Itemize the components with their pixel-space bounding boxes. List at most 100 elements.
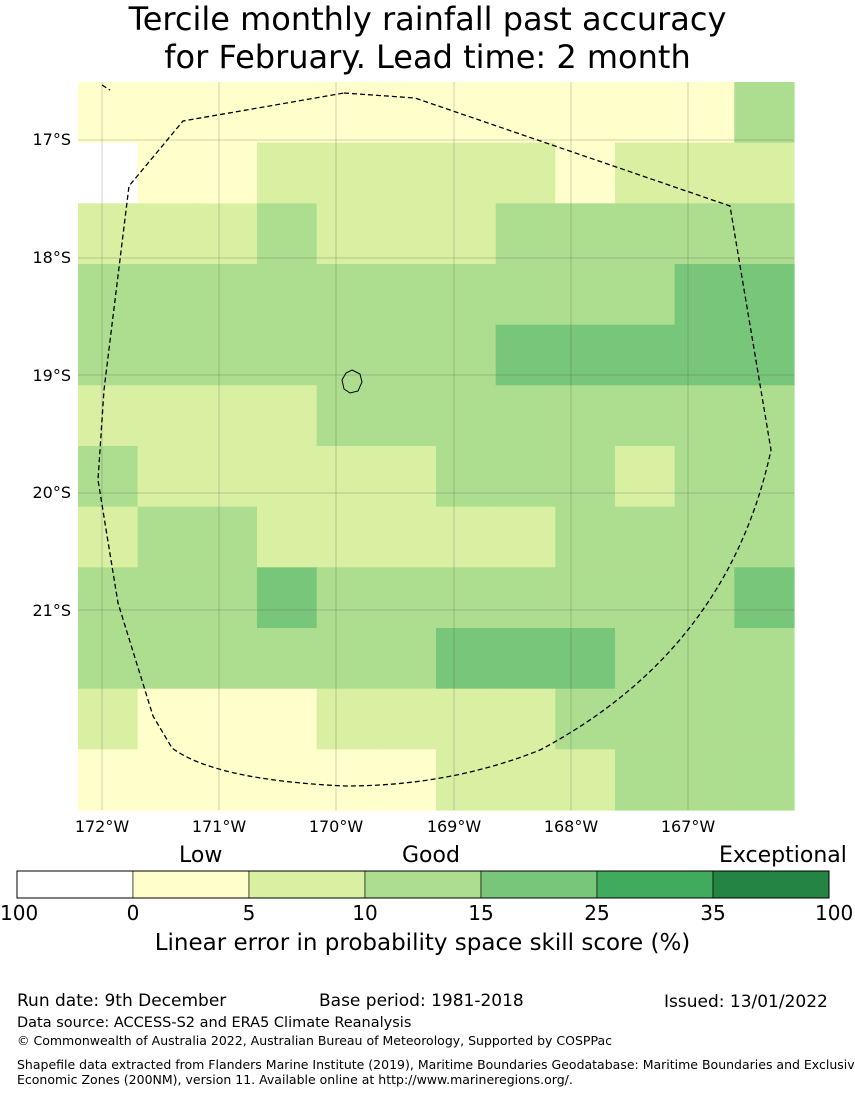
chart-title: Tercile monthly rainfall past accuracy f…: [0, 0, 855, 76]
colorbar-segment: [712, 870, 830, 899]
grid-cell: [197, 324, 258, 386]
colorbar: [16, 870, 830, 899]
grid-cell: [376, 567, 437, 629]
grid-cell: [555, 82, 616, 144]
grid-cell: [197, 628, 258, 690]
skill-grid: [78, 82, 795, 811]
grid-cell: [674, 688, 735, 750]
grid-cell: [495, 749, 556, 811]
grid-cell: [78, 82, 139, 144]
grid-cell: [257, 446, 318, 508]
grid-cell: [137, 628, 198, 690]
grid-cell: [197, 203, 258, 265]
grid-cell: [555, 385, 616, 447]
grid-cell: [734, 506, 795, 568]
shapefile-credit-line-1: Shapefile data extracted from Flanders M…: [17, 1057, 855, 1072]
grid-cell: [376, 446, 437, 508]
grid-cell: [78, 203, 139, 265]
colorbar-segment: [480, 870, 598, 899]
colorbar-tick-2: 5: [242, 901, 256, 925]
grid-cell: [555, 203, 616, 265]
grid-cell: [316, 142, 377, 204]
grid-cell: [436, 324, 497, 386]
issued-date: Issued: 13/01/2022: [664, 992, 828, 1012]
lon-label-167w: 167°W: [661, 817, 716, 836]
grid-cell: [615, 82, 676, 144]
colorbar-segment: [596, 870, 714, 899]
category-low: Low: [179, 843, 223, 868]
grid-cell: [137, 264, 198, 326]
category-good: Good: [402, 843, 460, 868]
grid-cell: [436, 446, 497, 508]
grid-cell: [495, 264, 556, 326]
title-line-1: Tercile monthly rainfall past accuracy: [128, 0, 727, 38]
grid-cell: [734, 142, 795, 204]
grid-cell: [734, 628, 795, 690]
grid-cell: [615, 628, 676, 690]
grid-cell: [555, 264, 616, 326]
grid-cell: [436, 264, 497, 326]
copyright: © Commonwealth of Australia 2022, Austra…: [17, 1033, 612, 1048]
grid-cell: [495, 567, 556, 629]
colorbar-tick-3: 10: [352, 901, 378, 925]
grid-cell: [257, 82, 318, 144]
grid-cell: [78, 264, 139, 326]
grid-cell: [376, 142, 437, 204]
grid-cell: [376, 628, 437, 690]
grid-cell: [674, 203, 735, 265]
grid-cell: [78, 385, 139, 447]
data-source: Data source: ACCESS-S2 and ERA5 Climate …: [17, 1015, 412, 1031]
colorbar-segment: [132, 870, 250, 899]
grid-cell: [555, 142, 616, 204]
grid-cell: [734, 82, 795, 144]
grid-cell: [257, 385, 318, 447]
base-period: Base period: 1981-2018: [319, 991, 524, 1011]
grid-cell: [615, 385, 676, 447]
grid-cell: [137, 324, 198, 386]
grid-cell: [197, 82, 258, 144]
grid-cell: [137, 203, 198, 265]
grid-cell: [615, 446, 676, 508]
title-line-2: for February. Lead time: 2 month: [164, 38, 691, 76]
grid-cell: [555, 446, 616, 508]
grid-cell: [734, 567, 795, 629]
colorbar-segment: [16, 870, 134, 899]
grid-cell: [436, 203, 497, 265]
grid-cell: [555, 506, 616, 568]
colorbar-tick-5: 25: [584, 901, 610, 925]
grid-cell: [436, 688, 497, 750]
grid-cell: [436, 749, 497, 811]
grid-cell: [436, 142, 497, 204]
grid-cell: [137, 688, 198, 750]
island-outline: [341, 369, 363, 394]
grid-cell: [674, 446, 735, 508]
grid-cell: [615, 203, 676, 265]
grid-cell: [674, 628, 735, 690]
grid-cell: [197, 567, 258, 629]
colorbar-tick-6: 35: [700, 901, 726, 925]
grid-cell: [257, 567, 318, 629]
grid-cell: [376, 688, 437, 750]
graticule: [78, 82, 794, 810]
lat-label-17s: 17°S: [32, 130, 71, 149]
grid-cell: [555, 567, 616, 629]
shapefile-credit-line-2: Economic Zones (200NM), version 11. Avai…: [17, 1072, 573, 1087]
grid-cell: [316, 264, 377, 326]
lon-tick-labels: 172°W 171°W 170°W 169°W 168°W 167°W: [75, 817, 716, 836]
grid-cell: [197, 506, 258, 568]
grid-cell: [78, 567, 139, 629]
lon-label-171w: 171°W: [192, 817, 247, 836]
grid-cell: [495, 203, 556, 265]
grid-cell: [316, 203, 377, 265]
colorbar-frame: [16, 870, 830, 899]
grid-cell: [197, 264, 258, 326]
grid-cell: [316, 446, 377, 508]
lat-label-21s: 21°S: [32, 601, 71, 620]
category-exceptional: Exceptional: [719, 843, 847, 868]
colorbar-segment: [248, 870, 366, 899]
lat-tick-labels: 17°S 18°S 19°S 20°S 21°S: [32, 130, 71, 620]
grid-cell: [615, 264, 676, 326]
grid-cell: [734, 324, 795, 386]
grid-cell: [734, 203, 795, 265]
